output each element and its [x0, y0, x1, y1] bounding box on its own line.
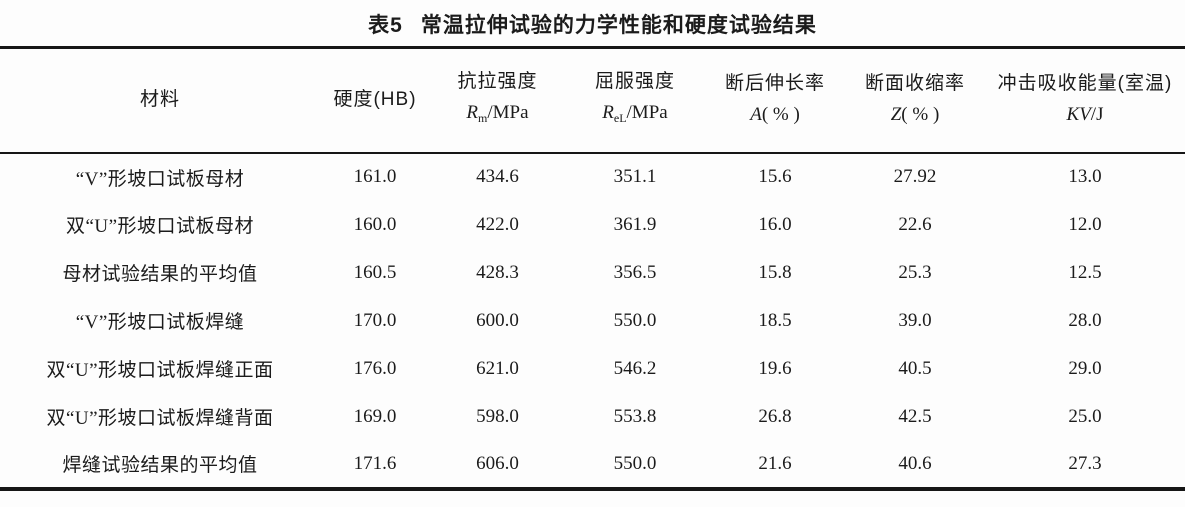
yield-strength-cn-label: 屈服强度 [594, 70, 675, 92]
table-row: “V”形坡口试板母材 161.0 434.6 351.1 15.6 27.92 … [0, 153, 1185, 201]
impact-energy-cell: 28.0 [1068, 309, 1102, 331]
hardness-cell: 176.0 [353, 357, 397, 379]
impact-energy-cell: 12.5 [1068, 261, 1102, 283]
reduction-of-area-cell: 25.3 [898, 261, 932, 283]
hardness-cell: 160.5 [353, 261, 397, 283]
reduction-of-area-cell: 27.92 [893, 166, 937, 187]
elongation-cell: 21.6 [758, 452, 792, 474]
column-header-hardness: 硬度(HB) [320, 47, 430, 154]
elongation-cell: 18.5 [758, 309, 792, 331]
table-title-text: 常温拉伸试验的力学性能和硬度试验结果 [420, 14, 817, 37]
column-header-tensile-strength: 抗拉强度 Rm/MPa [430, 47, 565, 154]
table-row: 双“U”形坡口试板母材 160.0 422.0 361.9 16.0 22.6 … [0, 201, 1185, 249]
elongation-formula: A( % ) [750, 104, 800, 126]
impact-energy-cn-label: 冲击吸收能量(室温) [997, 73, 1173, 95]
tensile-strength-cn-label: 抗拉强度 [457, 70, 538, 92]
table-row: 双“U”形坡口试板焊缝背面 169.0 598.0 553.8 26.8 42.… [0, 393, 1185, 441]
hardness-cell: 160.0 [353, 213, 397, 235]
material-cell: “V”形坡口试板焊缝 [75, 312, 245, 333]
elongation-cell: 19.6 [758, 357, 792, 379]
impact-energy-cell: 27.3 [1068, 452, 1102, 474]
yield-strength-cell: 550.0 [613, 452, 657, 474]
column-header-hardness-label: 硬度(HB) [333, 89, 417, 111]
material-cell: 母材试验结果的平均值 [62, 264, 258, 285]
reduction-of-area-cell: 39.0 [898, 309, 932, 331]
material-cell: 双“U”形坡口试板焊缝正面 [46, 360, 274, 381]
yield-strength-cell: 356.5 [613, 261, 657, 283]
tensile-strength-cell: 598.0 [476, 405, 519, 427]
table-title: 表5 常温拉伸试验的力学性能和硬度试验结果 [0, 0, 1185, 39]
yield-strength-cell: 351.1 [613, 166, 657, 187]
elongation-cn-label: 断后伸长率 [724, 73, 825, 95]
reduction-of-area-cell: 40.5 [898, 357, 932, 379]
table-row: 双“U”形坡口试板焊缝正面 176.0 621.0 546.2 19.6 40.… [0, 345, 1185, 393]
table-body: “V”形坡口试板母材 161.0 434.6 351.1 15.6 27.92 … [0, 153, 1185, 489]
table-row: 焊缝试验结果的平均值 171.6 606.0 550.0 21.6 40.6 2… [0, 441, 1185, 489]
yield-strength-formula: ReL/MPa [602, 101, 668, 125]
impact-energy-cell: 12.0 [1068, 213, 1102, 235]
hardness-cell: 161.0 [353, 166, 397, 187]
tensile-strength-cell: 621.0 [476, 357, 519, 379]
hardness-cell: 171.6 [353, 452, 397, 474]
impact-energy-cell: 29.0 [1068, 357, 1102, 379]
material-cell: 双“U”形坡口试板焊缝背面 [46, 408, 274, 429]
yield-strength-cell: 550.0 [613, 309, 657, 331]
table-number: 表5 [368, 14, 403, 37]
yield-strength-cell: 361.9 [613, 213, 657, 235]
elongation-cell: 15.6 [758, 166, 792, 187]
column-header-material-label: 材料 [139, 89, 180, 111]
yield-strength-cell: 553.8 [613, 405, 657, 427]
tensile-strength-cell: 600.0 [476, 309, 519, 331]
impact-energy-cell: 13.0 [1068, 166, 1102, 187]
column-header-reduction-of-area: 断面收缩率 Z( % ) [845, 47, 985, 154]
reduction-of-area-cell: 40.6 [898, 452, 932, 474]
tensile-strength-formula: Rm/MPa [466, 101, 529, 125]
table-header: 材料 硬度(HB) 抗拉强度 Rm/MPa 屈服强度 ReL/MPa 断后伸长率… [0, 47, 1185, 154]
reduction-of-area-cell: 22.6 [898, 213, 932, 235]
impact-energy-formula: KV/J [1066, 104, 1104, 126]
impact-energy-cell: 25.0 [1068, 405, 1102, 427]
header-row: 材料 硬度(HB) 抗拉强度 Rm/MPa 屈服强度 ReL/MPa 断后伸长率… [0, 47, 1185, 154]
table-row: “V”形坡口试板焊缝 170.0 600.0 550.0 18.5 39.0 2… [0, 297, 1185, 345]
material-cell: 焊缝试验结果的平均值 [62, 455, 258, 476]
elongation-cell: 16.0 [758, 213, 792, 235]
column-header-elongation: 断后伸长率 A( % ) [705, 47, 845, 154]
hardness-cell: 170.0 [353, 309, 397, 331]
table-row: 母材试验结果的平均值 160.5 428.3 356.5 15.8 25.3 1… [0, 249, 1185, 297]
column-header-material: 材料 [0, 47, 320, 154]
hardness-cell: 169.0 [353, 405, 397, 427]
results-table: 材料 硬度(HB) 抗拉强度 Rm/MPa 屈服强度 ReL/MPa 断后伸长率… [0, 46, 1185, 491]
elongation-cell: 26.8 [758, 405, 792, 427]
column-header-impact-energy: 冲击吸收能量(室温) KV/J [985, 47, 1185, 154]
column-header-yield-strength: 屈服强度 ReL/MPa [565, 47, 705, 154]
reduction-of-area-cn-label: 断面收缩率 [864, 73, 965, 95]
tensile-strength-cell: 434.6 [476, 166, 519, 187]
tensile-strength-cell: 422.0 [476, 213, 519, 235]
tensile-strength-cell: 428.3 [476, 261, 519, 283]
tensile-strength-cell: 606.0 [476, 452, 519, 474]
elongation-cell: 15.8 [758, 261, 792, 283]
reduction-of-area-cell: 42.5 [898, 405, 932, 427]
material-cell: 双“U”形坡口试板母材 [65, 216, 255, 237]
material-cell: “V”形坡口试板母材 [75, 168, 245, 190]
reduction-of-area-formula: Z( % ) [890, 104, 940, 126]
yield-strength-cell: 546.2 [613, 357, 657, 379]
